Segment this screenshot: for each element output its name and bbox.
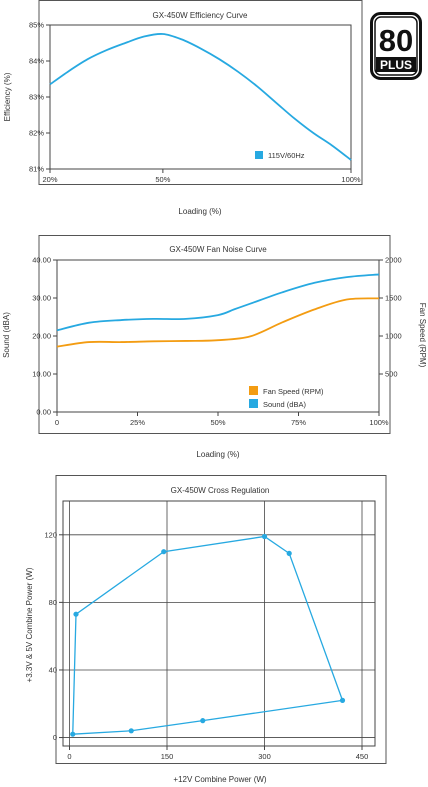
chart-title: GX-450W Efficiency Curve [153,11,249,20]
legend-swatch-sound [249,399,258,408]
chart-title: GX-450W Cross Regulation [171,486,270,495]
data-point [128,728,134,734]
y-tick-label: 80 [49,598,57,607]
x-tick-label: 25% [130,418,145,427]
data-point [73,611,79,617]
x-tick-label: 0 [55,418,59,427]
y-tick-label: 40.00 [32,256,51,265]
legend-swatch-fan-speed [249,386,258,395]
data-point [286,550,292,556]
y-tick-label: 120 [44,530,57,539]
efficiency-chart: GX-450W Efficiency Curve 81% 82% 83% 84% 85%… [3,0,363,216]
x-tick-label: 100% [369,418,389,427]
logo-80-text: 80 [379,23,413,58]
data-point [161,549,167,555]
y-tick-label: 30.00 [32,294,51,303]
data-point [261,533,268,540]
x-tick-label: 450 [356,752,369,761]
y-tick-label: 0 [53,733,57,742]
cross-regulation-chart: GX-450W Cross Regulation 0 40 80 120 0 150 30… [25,475,387,784]
y-tick-label: 20.00 [32,332,51,341]
legend-label-sound: Sound (dBA) [263,400,306,409]
80-plus-logo: 80 PLUS [370,12,422,80]
x-tick-label: 20% [42,175,57,184]
x-tick-label: 75% [291,418,306,427]
y2-tick-label: 2000 [385,256,402,265]
y-tick-label: 83% [29,93,44,102]
y2-tick-label: 1500 [385,294,402,303]
x-tick-label: 50% [155,175,170,184]
y-tick-label: 82% [29,129,44,138]
plot-area [49,24,352,170]
y-axis-label: Sound (dBA) [2,312,11,358]
legend-label-fan-speed: Fan Speed (RPM) [263,387,324,396]
data-point [200,718,206,724]
y-tick-label: 81% [29,165,44,174]
y-tick-label: 84% [29,57,44,66]
y-tick-label: 10.00 [32,370,51,379]
x-tick-label: 0 [67,752,71,761]
plot-area [56,259,380,413]
x-tick-label: 300 [258,752,271,761]
data-point [339,697,346,703]
fan-noise-chart: GX-450W Fan Noise Curve 0.00 10.00 20.00 30… [2,235,427,459]
y-tick-label: 0.00 [36,408,51,417]
legend-swatch-115v [255,151,263,159]
x-tick-label: 100% [341,175,361,184]
logo-plus-text: PLUS [380,58,412,72]
y-tick-label: 40 [49,665,57,674]
legend-label-115v: 115V/60Hz [268,151,305,160]
x-tick-label: 150 [161,752,174,761]
series-line-115v [49,33,352,161]
y2-axis-label: Fan Speed (RPM) [418,303,427,368]
x-axis-label: Loading (%) [178,207,221,216]
chart-title: GX-450W Fan Noise Curve [169,245,267,254]
series-line-sound [56,273,380,332]
data-point [70,731,76,737]
x-axis-label: +12V Combine Power (W) [173,775,266,784]
y-axis-label: Efficiency (%) [3,72,12,121]
series-line-fan-speed [56,297,380,348]
x-axis-label: Loading (%) [196,450,239,459]
x-tick-label: 50% [210,418,225,427]
plot-area [62,500,376,747]
y-axis-label: +3.3V & 5V Combine Power (W) [25,567,34,682]
y2-tick-label: 500 [385,370,398,379]
y-tick-label: 85% [29,21,44,30]
y2-tick-label: 1000 [385,332,402,341]
